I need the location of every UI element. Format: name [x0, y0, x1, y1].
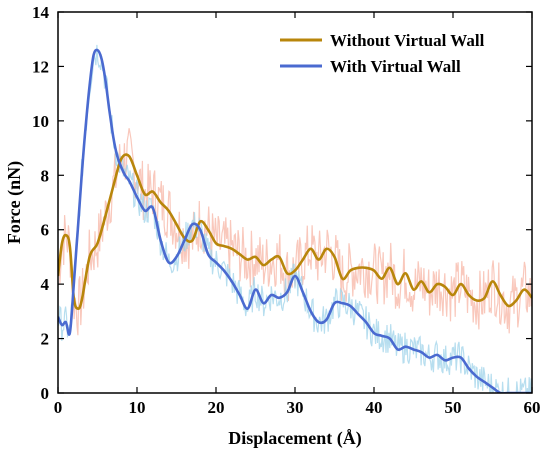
- legend-label-with-wall: With Virtual Wall: [330, 57, 461, 76]
- y-tick-label-14: 14: [32, 3, 50, 22]
- x-tick-label-20: 20: [208, 398, 225, 417]
- legend: Without Virtual Wall With Virtual Wall: [280, 31, 485, 76]
- x-tick-label-0: 0: [54, 398, 63, 417]
- plot-frame: [57, 11, 533, 394]
- raw-trace-0: [58, 128, 532, 336]
- x-tick-label-60: 60: [524, 398, 541, 417]
- x-tick-label-40: 40: [366, 398, 383, 417]
- y-tick-label-2: 2: [41, 330, 50, 349]
- y-tick-label-6: 6: [41, 221, 50, 240]
- x-tick-label-30: 30: [287, 398, 304, 417]
- series-line-0: [58, 153, 532, 311]
- x-tick-label-50: 50: [445, 398, 462, 417]
- y-tick-label-0: 0: [41, 384, 50, 403]
- x-axis-title: Displacement (Å): [228, 428, 361, 449]
- series-layer: [58, 48, 532, 393]
- x-tick-label-10: 10: [129, 398, 146, 417]
- y-axis-title: Force (nN): [4, 161, 25, 244]
- ticks-layer: 0 10 20 30 40 50 60 0 2 4 6 8 10 12 14: [32, 3, 541, 417]
- y-tick-label-8: 8: [41, 166, 50, 185]
- legend-label-without-wall: Without Virtual Wall: [330, 31, 485, 50]
- series-line-1: [58, 48, 532, 393]
- raw-trace-1: [58, 44, 532, 393]
- y-tick-label-10: 10: [32, 112, 49, 131]
- raw-noise-layer: [58, 44, 532, 393]
- y-tick-label-4: 4: [41, 275, 50, 294]
- y-tick-label-12: 12: [32, 57, 49, 76]
